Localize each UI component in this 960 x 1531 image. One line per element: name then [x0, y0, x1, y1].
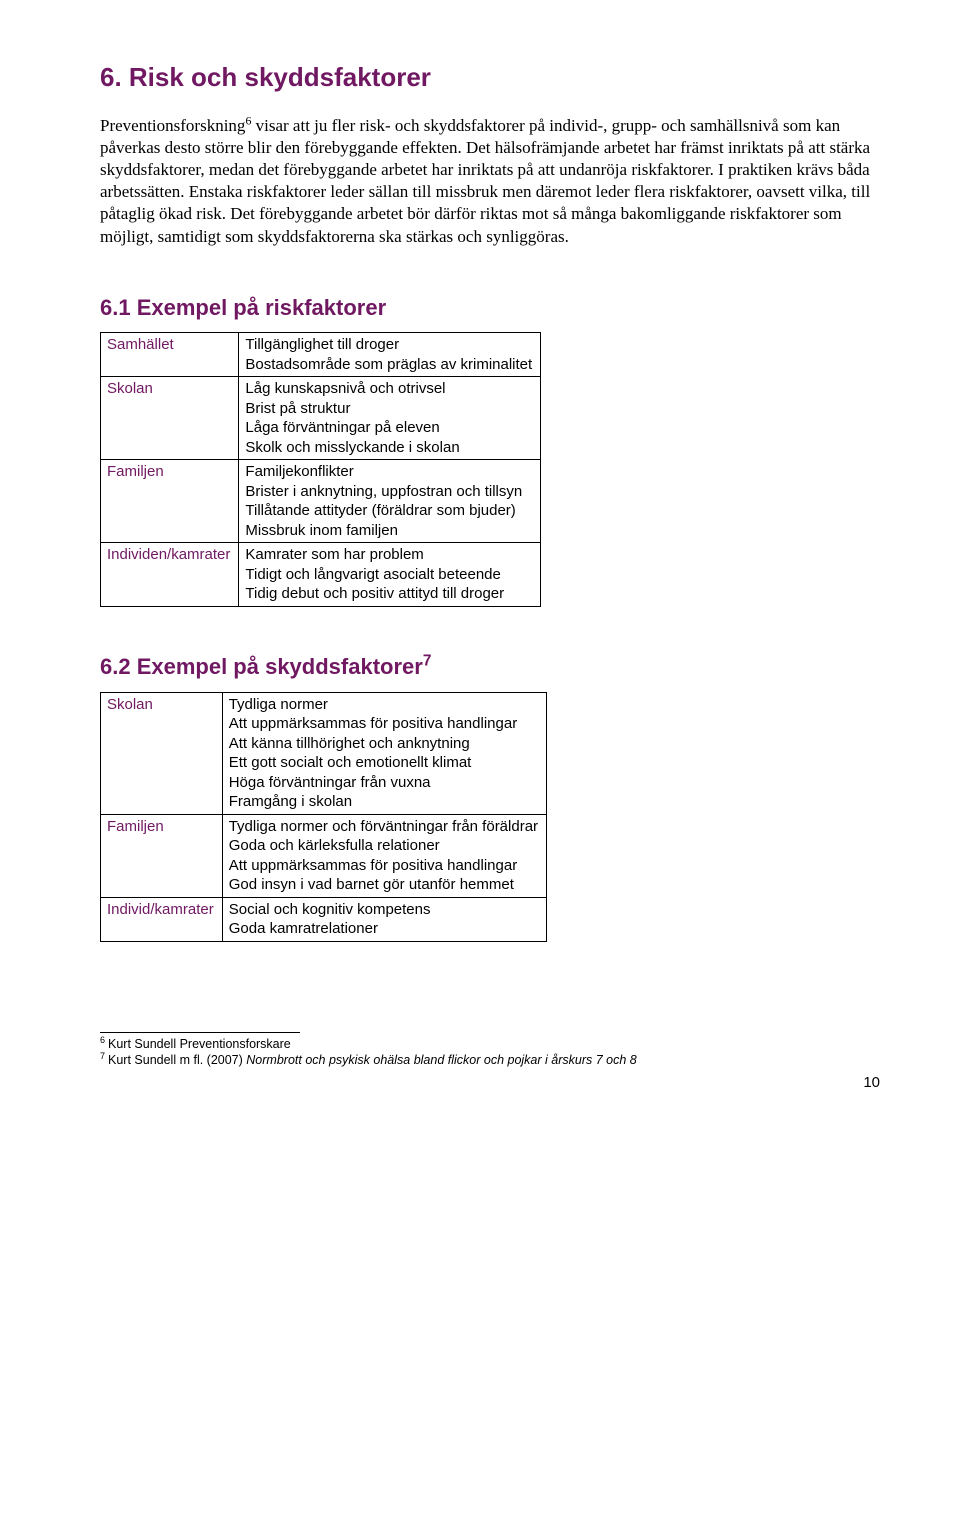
- table-row: Familjen Tydliga normer och förväntninga…: [101, 814, 547, 897]
- page-number: 10: [100, 1073, 880, 1093]
- table-row: Skolan Tydliga normerAtt uppmärksammas f…: [101, 692, 547, 814]
- row-content: Låg kunskapsnivå och otrivselBrist på st…: [239, 377, 541, 460]
- row-content: Kamrater som har problemTidigt och långv…: [239, 543, 541, 607]
- footnote-7-pre: Kurt Sundell m fl. (2007): [108, 1053, 246, 1067]
- heading-6-2-text: 6.2 Exempel på skyddsfaktorer: [100, 654, 423, 679]
- row-label: Familjen: [101, 814, 223, 897]
- row-content: Tillgänglighet till drogerBostadsområde …: [239, 333, 541, 377]
- table-row: Skolan Låg kunskapsnivå och otrivselBris…: [101, 377, 541, 460]
- footnotes-block: 6 Kurt Sundell Preventionsforskare 7 Kur…: [100, 1036, 880, 1070]
- para-text-rest: visar att ju fler risk- och skyddsfaktor…: [100, 116, 870, 245]
- footnote-text: Kurt Sundell m fl. (2007) Normbrott och …: [108, 1052, 637, 1069]
- footnote-ref-7: 7: [423, 653, 432, 670]
- footnote-7-italic: Normbrott och psykisk ohälsa bland flick…: [246, 1053, 636, 1067]
- table-row: Samhället Tillgänglighet till drogerBost…: [101, 333, 541, 377]
- footnote-number: 6: [100, 1034, 105, 1051]
- footnote-text: Kurt Sundell Preventionsforskare: [108, 1036, 291, 1053]
- heading-section-6: 6. Risk och skyddsfaktorer: [100, 60, 880, 95]
- row-label: Skolan: [101, 377, 239, 460]
- row-content: Tydliga normerAtt uppmärksammas för posi…: [222, 692, 546, 814]
- skyddsfaktorer-table: Skolan Tydliga normerAtt uppmärksammas f…: [100, 692, 547, 942]
- section-6-paragraph: Preventionsforskning6 visar att ju fler …: [100, 115, 880, 248]
- row-content: Social och kognitiv kompetensGoda kamrat…: [222, 897, 546, 941]
- heading-section-6-1: 6.1 Exempel på riskfaktorer: [100, 293, 880, 323]
- row-content: FamiljekonflikterBrister i anknytning, u…: [239, 460, 541, 543]
- riskfaktorer-table: Samhället Tillgänglighet till drogerBost…: [100, 332, 541, 607]
- footnote-separator: [100, 1032, 300, 1033]
- row-label: Individen/kamrater: [101, 543, 239, 607]
- footnote-6: 6 Kurt Sundell Preventionsforskare: [100, 1036, 880, 1053]
- table-row: Familjen FamiljekonflikterBrister i ankn…: [101, 460, 541, 543]
- footnote-7: 7 Kurt Sundell m fl. (2007) Normbrott oc…: [100, 1052, 880, 1069]
- heading-section-6-2: 6.2 Exempel på skyddsfaktorer7: [100, 652, 880, 682]
- table-row: Individen/kamrater Kamrater som har prob…: [101, 543, 541, 607]
- footnote-number: 7: [100, 1050, 105, 1067]
- row-label: Individ/kamrater: [101, 897, 223, 941]
- table-row: Individ/kamrater Social och kognitiv kom…: [101, 897, 547, 941]
- row-label: Samhället: [101, 333, 239, 377]
- row-label: Familjen: [101, 460, 239, 543]
- row-label: Skolan: [101, 692, 223, 814]
- para-text-start: Preventionsforskning: [100, 116, 245, 135]
- row-content: Tydliga normer och förväntningar från fö…: [222, 814, 546, 897]
